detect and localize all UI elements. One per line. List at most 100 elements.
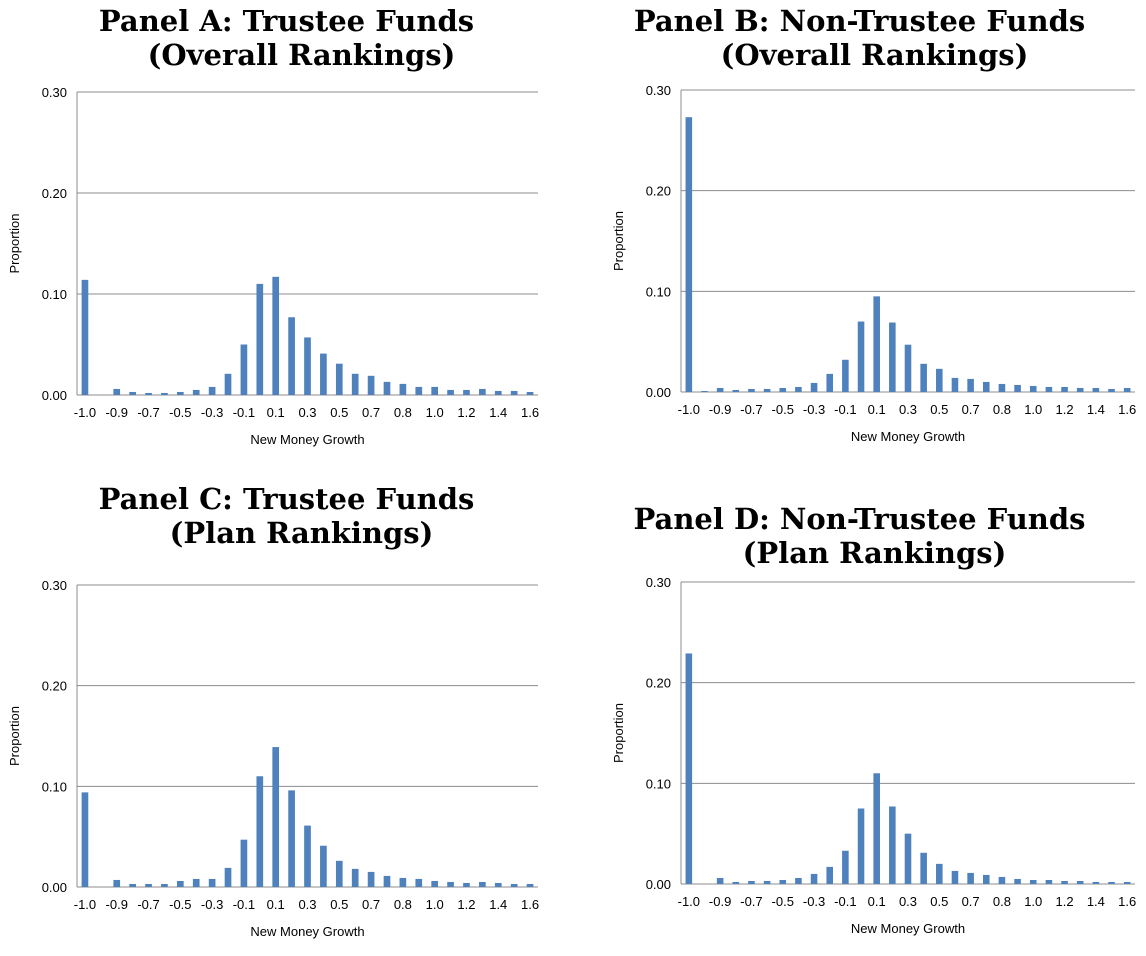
x-tick-label: -0.7 (137, 897, 159, 912)
bar (842, 850, 849, 884)
bar (1108, 388, 1115, 392)
y-tick-label: 0.20 (42, 679, 67, 694)
bar (748, 388, 755, 392)
x-tick-label: 1.4 (489, 897, 507, 912)
bar (1029, 385, 1037, 392)
x-tick-label: 1.0 (426, 405, 444, 420)
y-tick-label: 0.10 (646, 284, 671, 299)
y-tick-label: 0.10 (646, 776, 671, 791)
x-tick-label: -1.0 (678, 894, 700, 909)
x-tick-label: 0.7 (962, 894, 980, 909)
y-tick-label: 0.20 (42, 186, 67, 201)
bar (810, 382, 818, 392)
x-tick-label: 1.4 (489, 405, 507, 420)
bar (176, 391, 184, 395)
x-tick-label: -0.7 (740, 894, 762, 909)
x-tick-label: 0.8 (993, 894, 1011, 909)
panel-c: Panel C: Trustee Funds (Plan Rankings) 0… (0, 478, 573, 956)
bar (304, 825, 311, 887)
bar (526, 391, 534, 395)
bar (685, 117, 693, 393)
x-tick-label: -0.1 (233, 405, 255, 420)
bar (463, 882, 470, 887)
bar (129, 391, 136, 395)
y-tick-label: 0.30 (646, 83, 671, 98)
bar (904, 833, 912, 884)
bar (272, 276, 280, 395)
bar (399, 383, 407, 395)
x-tick-label: -0.3 (803, 894, 825, 909)
x-tick-label: 0.5 (330, 897, 348, 912)
bar (1014, 878, 1021, 884)
bar (904, 344, 912, 392)
y-tick-label: 0.00 (646, 385, 671, 400)
bar (510, 390, 518, 395)
bar (1061, 386, 1068, 392)
bar (240, 344, 248, 395)
x-tick-label: 0.1 (868, 894, 886, 909)
x-tick-label: -0.3 (201, 405, 223, 420)
bar (795, 877, 802, 884)
x-tick-label: 0.1 (267, 897, 285, 912)
panel-title-line2: (Plan Rankings) (742, 536, 1007, 570)
bar (857, 321, 865, 392)
x-tick-label: 0.1 (267, 405, 285, 420)
bar (920, 363, 927, 392)
x-tick-label: 0.7 (362, 897, 380, 912)
x-tick-label: 1.2 (1056, 894, 1074, 909)
y-tick-label: 0.00 (42, 880, 67, 895)
x-axis-label: New Money Growth (851, 429, 965, 444)
bar (1076, 387, 1084, 392)
bar (1076, 880, 1084, 884)
x-tick-label: -1.0 (74, 405, 96, 420)
bar (920, 852, 927, 884)
bar (224, 373, 232, 395)
y-tick-label: 0.20 (646, 676, 671, 691)
panel-title: Panel D: Non-Trustee Funds (Plan Ranking… (573, 502, 1146, 570)
x-tick-label: 0.5 (930, 894, 948, 909)
panel-title-line2: (Overall Rankings) (720, 38, 1029, 72)
bar (81, 279, 89, 395)
x-tick-label: 1.2 (457, 897, 475, 912)
x-tick-label: -0.9 (106, 405, 128, 420)
bar (351, 373, 359, 395)
bar (431, 880, 439, 887)
bar (161, 883, 168, 887)
bar (208, 878, 216, 887)
x-tick-label: 0.3 (298, 897, 316, 912)
x-tick-label: -0.5 (169, 405, 191, 420)
bar (1029, 879, 1037, 884)
x-tick-label: -1.0 (678, 402, 700, 417)
x-tick-label: -0.1 (233, 897, 255, 912)
bar (732, 389, 740, 392)
bar (494, 882, 502, 887)
bar (256, 776, 264, 887)
y-tick-label: 0.00 (646, 877, 671, 892)
x-tick-label: 0.8 (993, 402, 1011, 417)
y-tick-label: 0.00 (42, 388, 67, 403)
bar (81, 792, 89, 887)
bar (701, 390, 708, 392)
bar (494, 390, 502, 395)
x-tick-label: 1.6 (1118, 894, 1136, 909)
bar (335, 363, 343, 395)
x-tick-label: -0.5 (772, 402, 794, 417)
panel-title: Panel B: Non-Trustee Funds (Overall Rank… (573, 4, 1146, 72)
bar (982, 381, 990, 392)
panel-a: Panel A: Trustee Funds (Overall Rankings… (0, 0, 573, 478)
chart-panel-c: 0.00 0.10 0.20 0.30 -1.0 -0.9 -0.7 -0.5 -0.3 -0.1… (7, 578, 539, 939)
y-tick-label: 0.10 (42, 779, 67, 794)
y-tick-label: 0.30 (42, 85, 67, 100)
x-tick-label: 0.7 (962, 402, 980, 417)
bar (826, 866, 834, 884)
bar (129, 883, 136, 887)
panel-title-line2: (Overall Rankings) (147, 38, 456, 72)
bar (161, 392, 168, 395)
bar (304, 337, 311, 395)
bar (998, 876, 1006, 884)
bar (1123, 387, 1131, 392)
bar (272, 747, 280, 887)
x-tick-label: -0.7 (137, 405, 159, 420)
x-tick-label: -0.9 (709, 402, 731, 417)
bar (857, 808, 865, 884)
